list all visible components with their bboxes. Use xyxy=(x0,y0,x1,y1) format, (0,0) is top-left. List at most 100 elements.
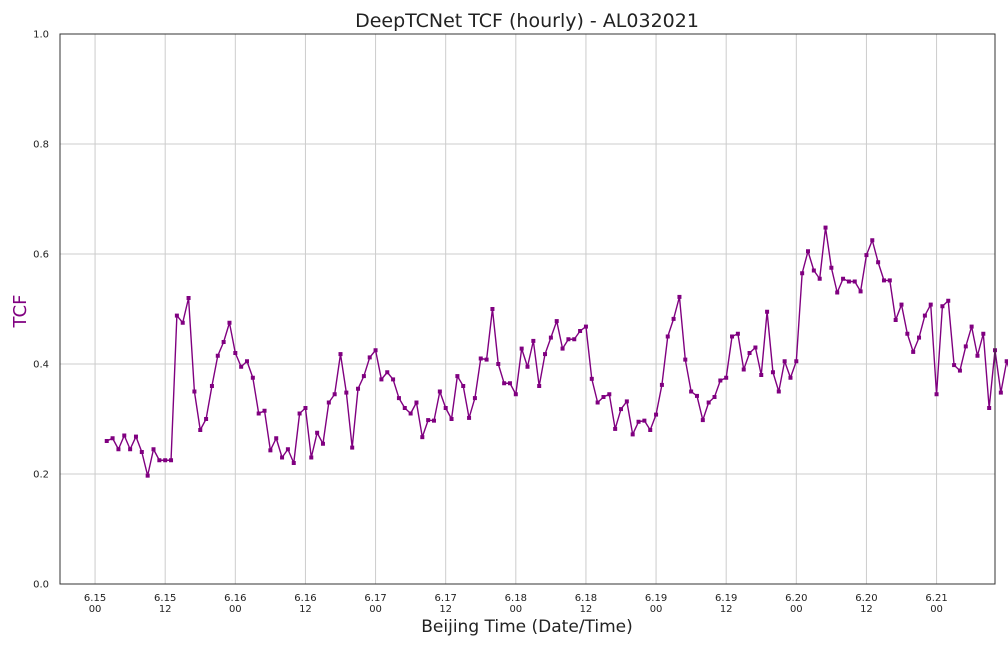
data-point xyxy=(531,338,536,343)
data-point xyxy=(122,433,127,438)
data-point xyxy=(525,364,530,369)
data-point xyxy=(239,364,244,369)
data-point xyxy=(975,353,980,358)
data-point xyxy=(268,448,273,453)
data-point xyxy=(303,406,308,410)
data-point xyxy=(291,461,296,465)
data-point xyxy=(665,334,670,339)
data-point xyxy=(952,363,957,368)
x-tick-hour-label: 00 xyxy=(229,604,242,615)
data-point xyxy=(186,296,191,300)
y-tick-label: 0.0 xyxy=(33,580,49,591)
data-point xyxy=(782,359,787,364)
x-tick-date-label: 6.17 xyxy=(364,593,386,604)
data-point xyxy=(163,458,168,463)
data-point xyxy=(180,320,185,325)
data-point xyxy=(648,428,653,432)
data-point xyxy=(887,278,892,283)
data-point xyxy=(245,359,249,364)
data-point xyxy=(806,249,810,254)
chart-title: DeepTCNet TCF (hourly) - AL032021 xyxy=(355,10,699,32)
data-point xyxy=(227,320,232,325)
data-point xyxy=(589,376,594,381)
data-point xyxy=(969,324,974,329)
data-point xyxy=(730,334,735,339)
data-point xyxy=(624,399,629,404)
data-point xyxy=(636,419,641,424)
x-tick-date-label: 6.17 xyxy=(435,593,457,604)
x-tick-date-label: 6.18 xyxy=(505,593,527,604)
data-point xyxy=(671,316,676,321)
data-point xyxy=(864,253,869,258)
data-point xyxy=(309,455,314,460)
data-point xyxy=(467,415,472,420)
data-point xyxy=(139,450,144,454)
data-point xyxy=(987,406,992,410)
data-point xyxy=(379,377,384,382)
data-point xyxy=(677,294,682,299)
data-point xyxy=(250,375,255,380)
data-point xyxy=(320,441,325,446)
x-tick-hour-label: 12 xyxy=(860,604,873,615)
data-point xyxy=(689,389,694,394)
y-tick-label: 1.0 xyxy=(33,30,49,41)
data-point xyxy=(718,378,723,383)
data-point xyxy=(133,434,138,439)
data-point xyxy=(385,370,390,375)
data-point xyxy=(513,392,518,397)
data-point xyxy=(928,302,933,307)
data-point xyxy=(169,458,174,463)
x-tick-hour-label: 00 xyxy=(89,604,102,615)
data-point xyxy=(455,374,460,379)
data-point xyxy=(391,377,396,382)
data-point xyxy=(110,436,115,441)
data-point xyxy=(572,337,577,342)
data-point xyxy=(396,396,401,401)
y-tick-label: 0.2 xyxy=(33,470,49,481)
plot-area-frame xyxy=(59,33,996,585)
data-point xyxy=(432,418,436,423)
data-point xyxy=(519,346,524,351)
data-point xyxy=(881,278,886,283)
data-point xyxy=(209,384,214,388)
data-point xyxy=(274,436,279,441)
data-point xyxy=(613,426,618,431)
data-point xyxy=(420,435,425,440)
data-point xyxy=(373,348,378,353)
data-point xyxy=(981,331,986,336)
data-point xyxy=(829,265,834,270)
y-axis-ticks: 0.0 0.2 0.4 0.6 0.8 1.0 xyxy=(33,30,49,591)
series-line xyxy=(106,226,1008,477)
y-tick-label: 0.4 xyxy=(33,360,49,371)
data-point xyxy=(934,392,939,397)
data-markers xyxy=(104,225,1008,478)
data-point xyxy=(256,411,261,416)
x-tick-hour-label: 00 xyxy=(509,604,522,615)
data-point xyxy=(426,418,431,423)
x-tick-hour-label: 12 xyxy=(720,604,733,615)
data-point xyxy=(654,412,659,417)
data-point xyxy=(694,393,699,398)
data-point xyxy=(630,432,635,437)
data-point xyxy=(350,445,355,450)
data-point xyxy=(315,430,320,435)
data-point xyxy=(151,447,156,452)
data-point xyxy=(566,337,571,342)
data-point xyxy=(946,298,951,303)
x-tick-date-label: 6.19 xyxy=(715,593,737,604)
data-point xyxy=(765,309,770,314)
data-point xyxy=(747,351,752,355)
data-point xyxy=(706,400,711,405)
x-tick-date-label: 6.21 xyxy=(925,593,947,604)
data-point xyxy=(922,313,927,318)
x-tick-hour-label: 00 xyxy=(930,604,943,615)
data-point xyxy=(338,352,343,357)
data-point xyxy=(753,345,758,350)
data-point xyxy=(905,331,910,336)
data-point xyxy=(770,370,775,375)
x-tick-hour-label: 12 xyxy=(299,604,312,615)
data-point xyxy=(344,390,349,395)
data-point xyxy=(601,395,606,399)
data-point xyxy=(724,375,729,380)
data-point xyxy=(794,359,799,364)
